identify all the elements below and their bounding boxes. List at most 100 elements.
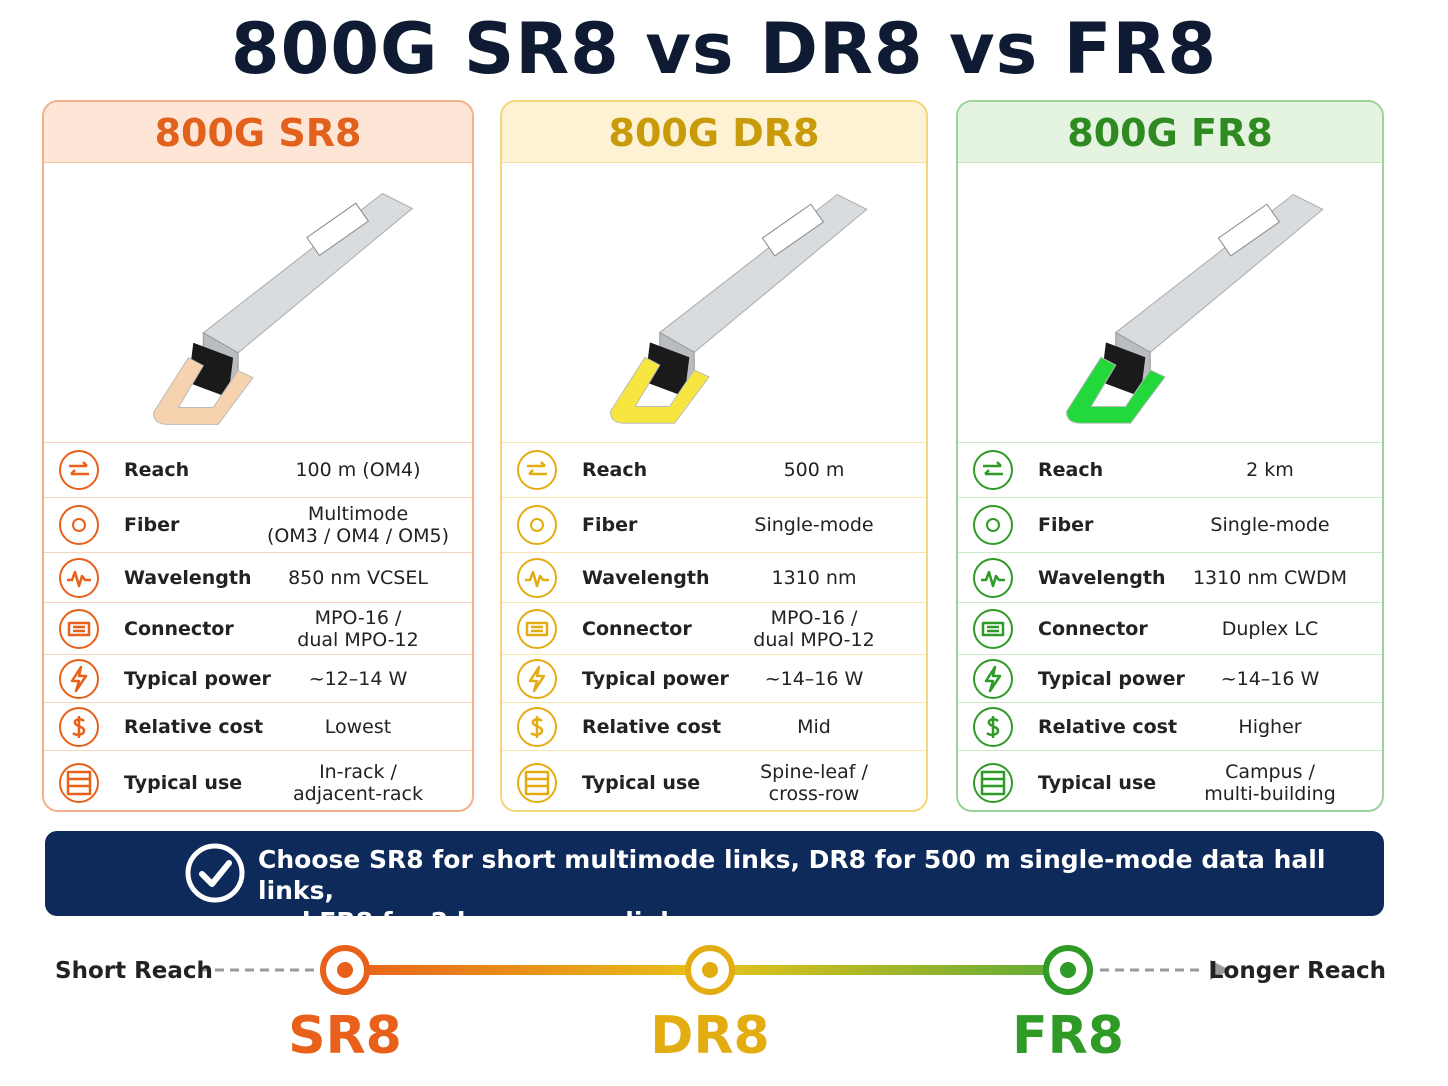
row-icon (517, 658, 557, 699)
value-line: Higher (1238, 715, 1302, 738)
pull-tab (609, 356, 710, 424)
icon-glyph (980, 770, 1006, 796)
icon-glyph (72, 715, 86, 738)
icon-ring (59, 763, 99, 803)
value-line: dual MPO-12 (753, 628, 875, 651)
icon-ring (517, 450, 557, 490)
row-value: Campus / multi-building (1158, 761, 1382, 805)
row-label: Fiber (582, 514, 638, 536)
image-area (958, 163, 1382, 443)
row-icon (59, 658, 99, 699)
value-line: In-rack / (319, 761, 397, 783)
module-body (1114, 193, 1324, 353)
row-icon (973, 450, 1013, 490)
icon-glyph (986, 715, 1000, 738)
spec-row: Relative cost Mid (502, 703, 926, 751)
image-area (44, 163, 472, 443)
value-line: Single-mode (754, 514, 874, 536)
value-line: Campus / (1225, 761, 1315, 783)
icon-glyph (67, 621, 91, 636)
row-value: ~12–14 W (244, 668, 472, 690)
row-value: ~14–16 W (1158, 668, 1382, 690)
icon-ring (59, 450, 99, 490)
module-body (658, 193, 868, 353)
value-line: 1310 nm (771, 566, 857, 589)
module-label (306, 202, 370, 257)
start-label: Short Reach (55, 958, 213, 984)
value-line: 500 m (783, 459, 845, 481)
summary-line: Choose SR8 for short multimode links, DR… (258, 845, 1326, 905)
row-icon (59, 763, 99, 803)
connector (188, 342, 234, 398)
icon-glyph (72, 518, 86, 532)
card-title: 800G FR8 (958, 102, 1382, 163)
spec-row: Typical power ~14–16 W (958, 655, 1382, 703)
icon-ring (59, 505, 99, 545)
row-value: Higher (1158, 716, 1382, 738)
value-line: Lowest (324, 715, 392, 738)
row-label: Relative cost (582, 715, 722, 738)
row-label: Wavelength (582, 566, 710, 589)
row-value: 2 km (1158, 459, 1382, 481)
row-value: ~14–16 W (702, 668, 926, 690)
icon-glyph (527, 461, 547, 476)
summary-banner: Choose SR8 for short multimode links, DR… (45, 831, 1384, 936)
row-icon (973, 706, 1013, 747)
connector (644, 342, 690, 397)
spec-card: 800G FR8 Reach 2 km Fiber Single-mode Wavelen… (956, 100, 1384, 812)
row-label: Wavelength (1038, 566, 1166, 589)
row-value: MPO-16 /dual MPO-12 (244, 607, 472, 651)
value-line: ~14–16 W (1220, 667, 1320, 690)
icon-ring (973, 658, 1013, 699)
value-line: MPO-16 / (314, 606, 402, 629)
icon-glyph (66, 770, 92, 796)
row-icon (59, 706, 99, 747)
row-icon (973, 608, 1013, 649)
row-value: Single-mode (1158, 514, 1382, 536)
row-label: Fiber (124, 514, 180, 536)
row-icon (517, 608, 557, 649)
icon-ring (517, 608, 557, 649)
arrow-head (1210, 960, 1230, 980)
reach-point-label: SR8 (288, 1006, 402, 1066)
row-icon (59, 557, 99, 598)
spec-row: Wavelength 1310 nm CWDM (958, 553, 1382, 603)
reach-dot (702, 962, 718, 978)
row-label: Wavelength (124, 566, 252, 589)
row-icon (517, 450, 557, 490)
icon-glyph (528, 665, 546, 692)
row-icon (517, 706, 557, 747)
row-label: Reach (124, 459, 190, 481)
row-label: Connector (1038, 617, 1148, 640)
spec-row: Typical power ~12–14 W (44, 655, 472, 703)
icon-ring (517, 505, 557, 545)
reach-dot (1060, 962, 1076, 978)
icon-glyph (525, 621, 549, 636)
row-icon (973, 763, 1013, 803)
icon-glyph (530, 518, 544, 532)
spec-row: Typical use Spine-leaf / cross-row (502, 751, 926, 810)
spec-row: Reach 2 km (958, 443, 1382, 498)
value-line: Single-mode (1210, 514, 1330, 536)
row-icon (517, 505, 557, 545)
value-line: 2 km (1246, 459, 1294, 481)
connector (1100, 342, 1146, 397)
row-icon (973, 658, 1013, 699)
row-icon (59, 608, 99, 649)
product-image (1065, 193, 1324, 424)
row-label: Typical use (582, 772, 701, 794)
icon-ring (517, 557, 557, 598)
value-line: ~14–16 W (764, 667, 864, 690)
row-value: Duplex LC (1158, 618, 1382, 640)
page-title: 800G SR8 vs DR8 vs FR8 (230, 8, 1218, 90)
icon-ring (973, 557, 1013, 598)
spec-row: Connector Duplex LC (958, 603, 1382, 655)
check-icon (185, 843, 245, 903)
row-label: Fiber (1038, 514, 1094, 536)
card-title: 800G DR8 (502, 102, 926, 163)
value-line: 850 nm VCSEL (288, 566, 428, 589)
spec-row: Typical power ~14–16 W (502, 655, 926, 703)
spec-card: 800G DR8 Reach 500 m Fiber Single-mode Wavele… (500, 100, 928, 812)
value-line: adjacent-rack (292, 783, 423, 805)
